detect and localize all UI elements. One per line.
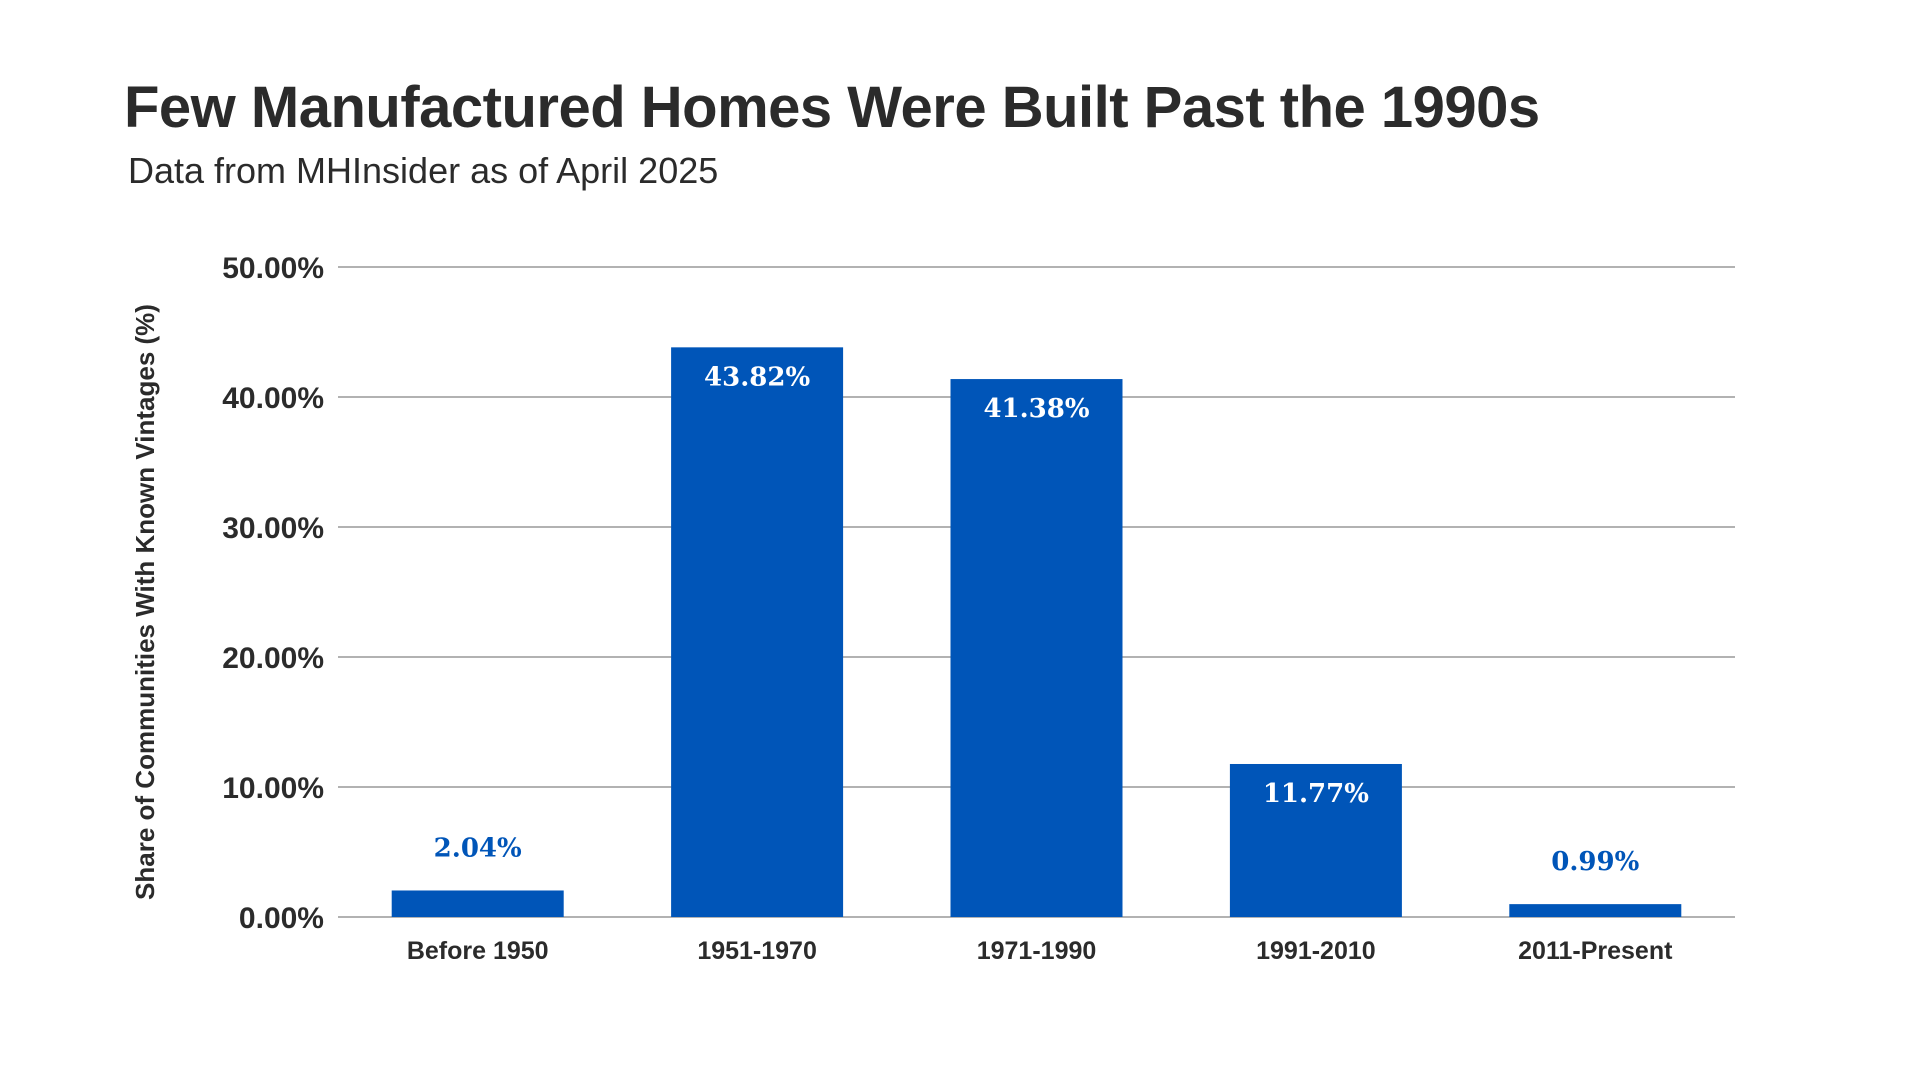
chart-subtitle: Data from MHInsider as of April 2025 <box>128 150 719 191</box>
x-axis-categories: Before 1950 1951-1970 1971-1990 1991-2010 20… <box>407 937 1673 965</box>
y-tick-label: 30.00% <box>222 512 324 545</box>
y-tick-label: 40.00% <box>222 382 324 415</box>
y-tick-label: 20.00% <box>222 642 324 675</box>
bars <box>391 347 1682 918</box>
data-label: 11.77% <box>1263 779 1369 809</box>
chart-title: Few Manufactured Homes Were Built Past t… <box>124 75 1540 140</box>
y-tick-label: 0.00% <box>239 902 324 935</box>
x-category-label: 1991-2010 <box>1256 937 1376 965</box>
data-label: 41.38% <box>983 394 1089 424</box>
data-labels: 2.04% 43.82% 41.38% 11.77% 0.99% <box>434 362 1640 877</box>
y-tick-label: 10.00% <box>222 772 324 805</box>
bar <box>671 347 844 918</box>
x-category-label: 2011-Present <box>1518 937 1673 965</box>
data-label: 2.04% <box>434 833 522 863</box>
x-category-label: 1971-1990 <box>977 937 1097 965</box>
bar <box>950 379 1123 917</box>
data-label: 0.99% <box>1551 847 1639 877</box>
y-axis-ticks: 0.00% 10.00% 20.00% 30.00% 40.00% 50.00% <box>222 252 324 935</box>
x-category-label: 1951-1970 <box>697 937 817 965</box>
bar <box>1229 763 1402 917</box>
bar <box>1509 904 1682 917</box>
data-label: 43.82% <box>704 362 810 392</box>
bar <box>391 890 564 917</box>
x-category-label: Before 1950 <box>407 937 549 965</box>
y-tick-label: 50.00% <box>222 252 324 285</box>
y-axis-title: Share of Communities With Known Vintages… <box>130 304 160 900</box>
